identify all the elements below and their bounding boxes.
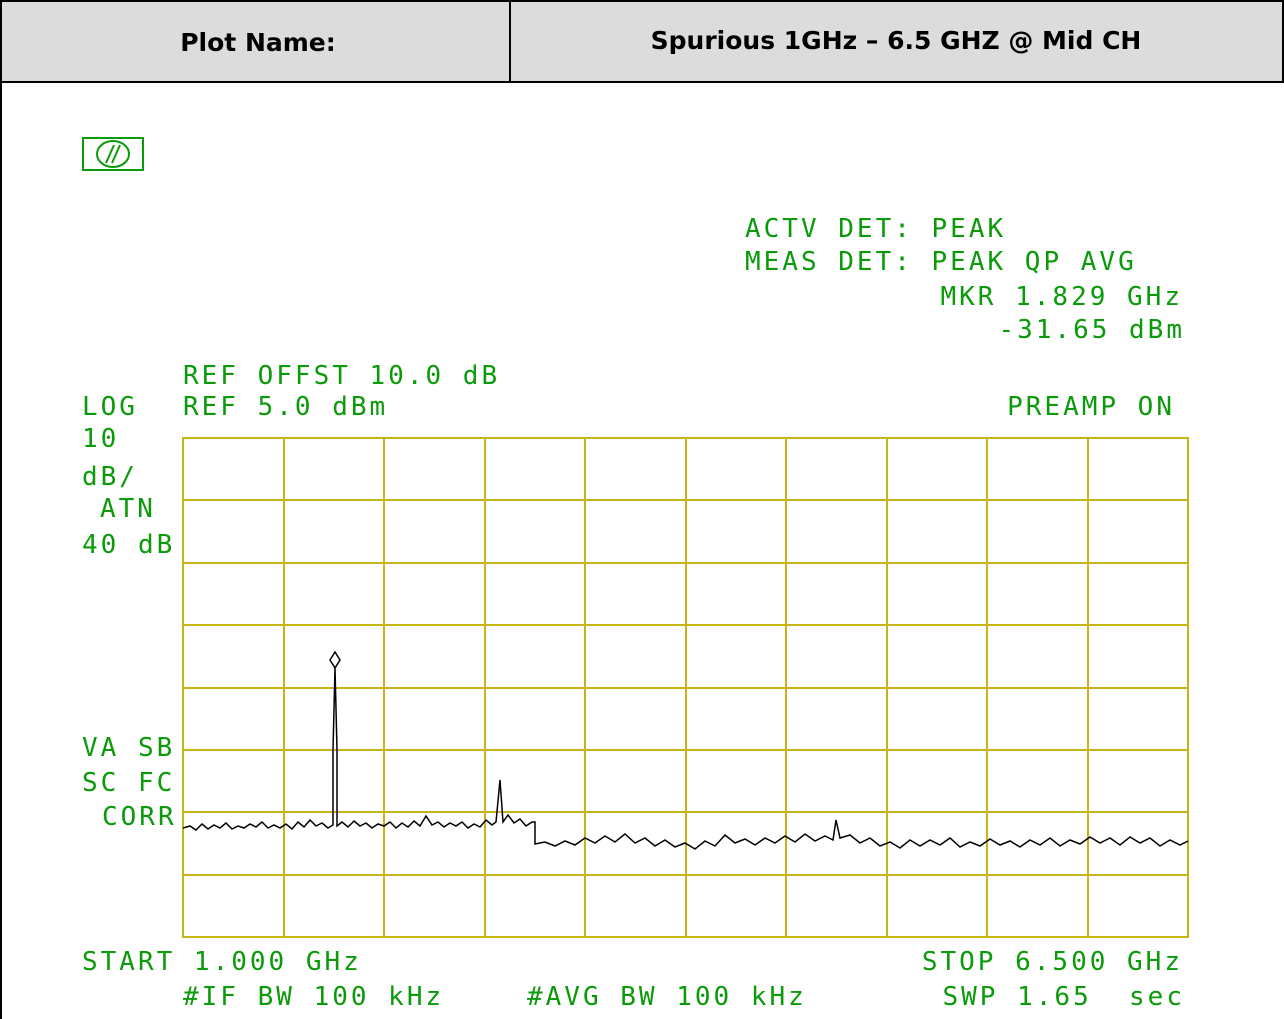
annotation: 40 dB xyxy=(82,530,175,560)
annotation: ATN xyxy=(100,494,156,524)
header-value: Spurious 1GHz – 6.5 GHZ @ Mid CH xyxy=(651,26,1142,55)
annotation: MEAS DET: PEAK QP AVG xyxy=(745,247,1137,277)
marker-level: -31.65 dBm xyxy=(998,315,1185,345)
marker-freq: MKR 1.829 GHz xyxy=(941,282,1184,312)
annotation: dB/ xyxy=(82,462,138,492)
annotation: REF 5.0 dBm xyxy=(183,392,388,422)
annotation: ACTV DET: PEAK xyxy=(745,214,1006,244)
annotation: #AVG BW 100 kHz xyxy=(527,982,807,1012)
annotation: SC FC xyxy=(82,768,175,798)
annotation: START 1.000 GHz xyxy=(82,947,362,977)
annotation: STOP 6.500 GHz xyxy=(922,947,1183,977)
hp-logo xyxy=(82,137,144,171)
annotation: SWP 1.65 sec xyxy=(943,982,1186,1012)
annotation: 10 xyxy=(82,424,119,454)
marker xyxy=(329,650,341,670)
grid xyxy=(182,437,1189,938)
header-label: Plot Name: xyxy=(180,28,336,57)
header-bg xyxy=(0,0,1284,82)
annotation: PREAMP ON xyxy=(1007,392,1175,422)
trace xyxy=(182,667,1189,850)
annotation: VA SB xyxy=(82,733,175,763)
annotation: REF OFFST 10.0 dB xyxy=(183,361,500,391)
annotation: #IF BW 100 kHz xyxy=(183,982,444,1012)
annotation: LOG xyxy=(82,392,138,422)
annotation: CORR xyxy=(102,802,177,832)
